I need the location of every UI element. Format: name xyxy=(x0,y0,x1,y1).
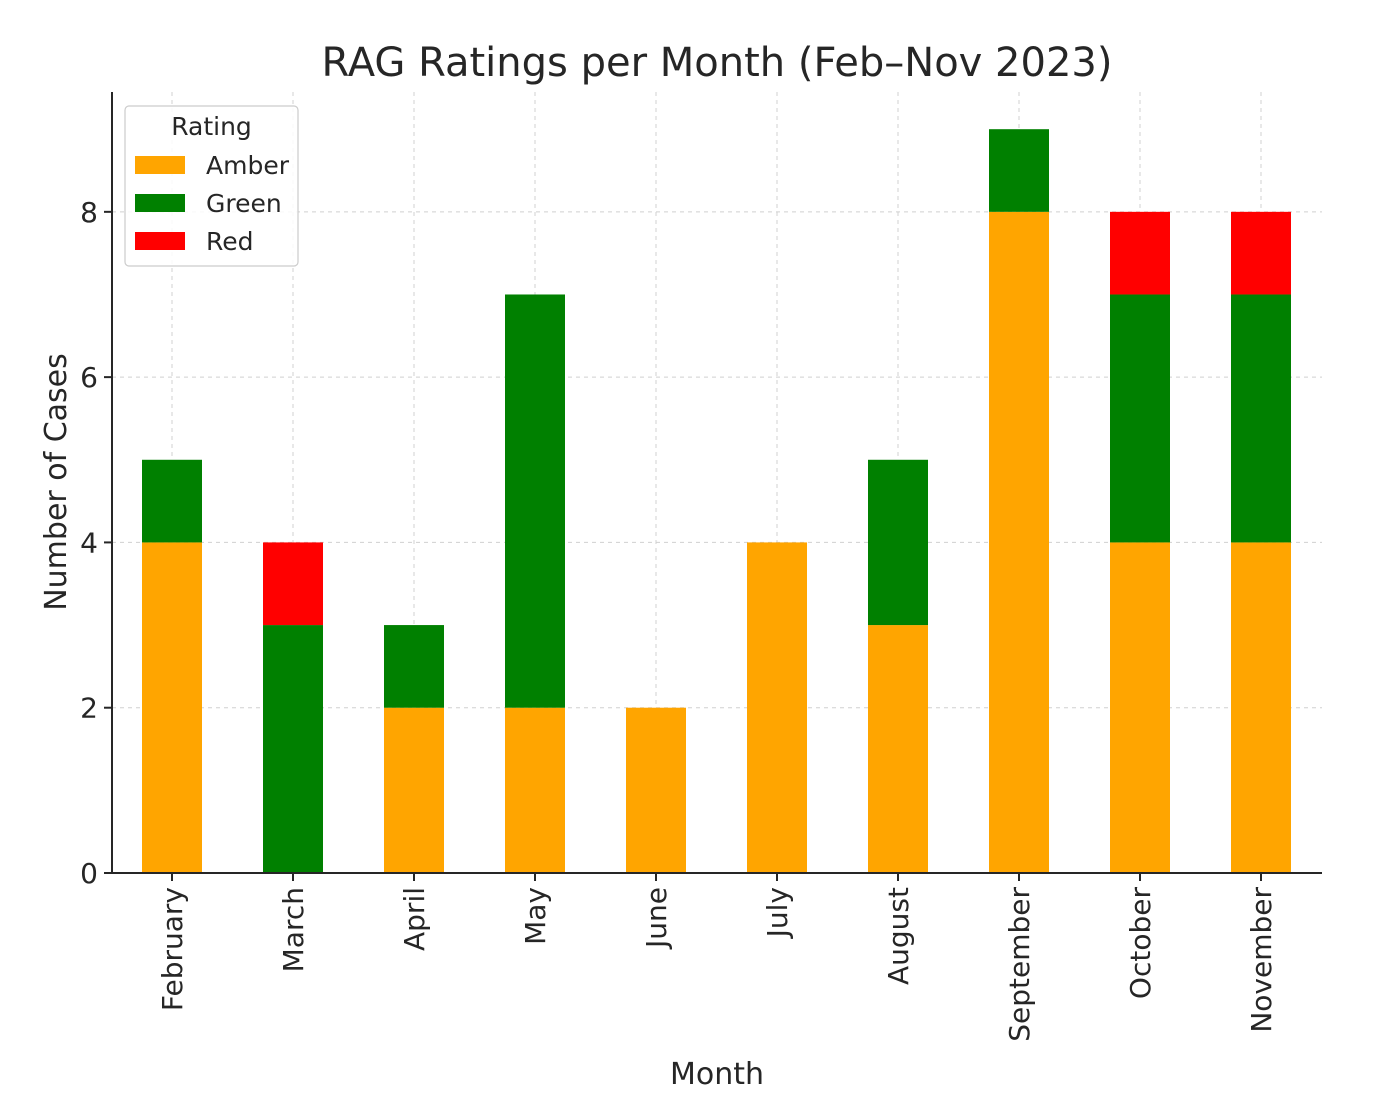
bar-september-amber xyxy=(989,211,1049,873)
legend-swatch-green xyxy=(135,194,185,212)
bar-november-amber xyxy=(1231,542,1291,873)
x-tick-label-april: April xyxy=(398,887,431,951)
bar-march-red xyxy=(263,542,323,626)
x-tick-label-august: August xyxy=(882,887,915,985)
bar-march-green xyxy=(263,625,323,873)
legend-swatch-red xyxy=(135,232,185,250)
x-tick-label-march: March xyxy=(277,887,310,972)
legend-label-red: Red xyxy=(206,227,254,256)
legend-title: Rating xyxy=(171,112,252,141)
bar-october-amber xyxy=(1110,542,1170,873)
x-ticks: February March April May June July August Septe… xyxy=(156,873,1278,1042)
x-tick-label-june: June xyxy=(640,887,673,950)
y-tick-label-4: 4 xyxy=(80,526,98,559)
bar-april-amber xyxy=(384,707,444,873)
x-tick-label-july: July xyxy=(761,887,794,939)
bar-november-red xyxy=(1231,211,1291,295)
y-ticks: 0 2 4 6 8 xyxy=(80,196,112,890)
x-tick-label-november: November xyxy=(1245,887,1278,1033)
x-axis-label: Month xyxy=(670,1057,764,1092)
x-tick-label-may: May xyxy=(519,887,552,945)
axes xyxy=(111,92,1322,874)
bar-may-amber xyxy=(505,707,565,873)
y-tick-label-0: 0 xyxy=(80,857,98,890)
chart-title: RAG Ratings per Month (Feb–Nov 2023) xyxy=(322,40,1113,86)
bar-june-amber xyxy=(626,707,686,873)
bar-october-red xyxy=(1110,211,1170,295)
bar-november-green xyxy=(1231,294,1291,543)
y-tick-label-8: 8 xyxy=(80,196,98,229)
bar-february-green xyxy=(142,459,202,543)
bar-april-green xyxy=(384,625,444,708)
bar-october-green xyxy=(1110,294,1170,543)
x-tick-label-february: February xyxy=(156,887,189,1011)
bars xyxy=(142,129,1291,873)
y-axis-label: Number of Cases xyxy=(39,353,74,611)
x-tick-label-september: September xyxy=(1003,887,1036,1042)
bar-july-amber xyxy=(747,542,807,873)
y-tick-label-2: 2 xyxy=(80,692,98,725)
bar-may-green xyxy=(505,294,565,708)
legend: Rating Amber Green Red xyxy=(124,105,299,267)
x-tick-label-october: October xyxy=(1124,887,1157,1000)
y-tick-label-6: 6 xyxy=(80,361,98,394)
bar-august-green xyxy=(868,459,928,626)
legend-swatch-amber xyxy=(135,156,185,174)
bar-september-green xyxy=(989,129,1049,212)
legend-label-amber: Amber xyxy=(206,151,290,180)
bar-february-amber xyxy=(142,542,202,873)
legend-label-green: Green xyxy=(206,189,282,218)
bar-august-amber xyxy=(868,625,928,873)
legend-box xyxy=(124,105,299,267)
